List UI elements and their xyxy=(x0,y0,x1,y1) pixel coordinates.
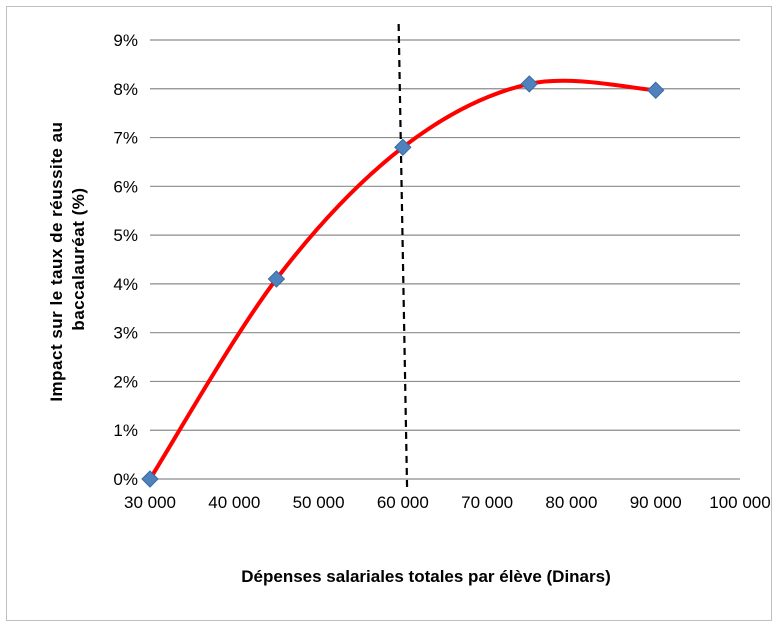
y-axis-label: Impact sur le taux de réussite au baccal… xyxy=(47,116,88,401)
y-tick-label: 2% xyxy=(113,372,138,391)
x-tick-label: 40 000 xyxy=(208,493,260,512)
fitted-curve xyxy=(148,78,658,481)
y-axis-label-line-1: Impact sur le taux de réussite au xyxy=(47,122,66,402)
y-axis-label-line-2: baccalauréat (%) xyxy=(69,187,88,330)
y-tick-label: 1% xyxy=(113,421,138,440)
data-point-marker xyxy=(394,138,412,157)
x-tick-label: 90 000 xyxy=(630,493,682,512)
data-point-marker xyxy=(267,270,286,288)
series-line xyxy=(148,78,658,481)
vertical-dashed-line xyxy=(397,23,409,489)
y-tick-label: 6% xyxy=(113,177,138,196)
y-tick-label: 8% xyxy=(113,80,138,99)
x-tick-label: 30 000 xyxy=(124,493,176,512)
x-tick-label: 80 000 xyxy=(545,493,597,512)
y-tick-label: 9% xyxy=(113,31,138,50)
y-tick-label: 0% xyxy=(113,470,138,489)
y-tick-labels: 0% 1% 2% 3% 4% 5% 6% 7% 8% 9% xyxy=(113,31,138,489)
data-point-marker xyxy=(520,75,538,93)
x-tick-label: 50 000 xyxy=(293,493,345,512)
grid-lines xyxy=(150,39,740,480)
x-axis-label: Dépenses salariales totales par élève (D… xyxy=(241,567,610,586)
x-tick-label: 70 000 xyxy=(461,493,513,512)
y-tick-label: 3% xyxy=(113,324,138,343)
data-points xyxy=(141,75,665,488)
y-tick-label: 7% xyxy=(113,129,138,148)
y-tick-label: 5% xyxy=(113,226,138,245)
data-point-marker xyxy=(141,470,159,488)
vertical-reference-line xyxy=(397,23,409,489)
x-tick-labels: 30 000 40 000 50 000 60 000 70 000 80 000 90 0… xyxy=(124,493,771,512)
x-tick-label: 100 000 xyxy=(709,493,770,512)
chart-frame xyxy=(6,6,772,621)
x-tick-label: 60 000 xyxy=(377,493,429,512)
data-point-marker xyxy=(647,81,665,99)
y-tick-label: 4% xyxy=(113,275,138,294)
